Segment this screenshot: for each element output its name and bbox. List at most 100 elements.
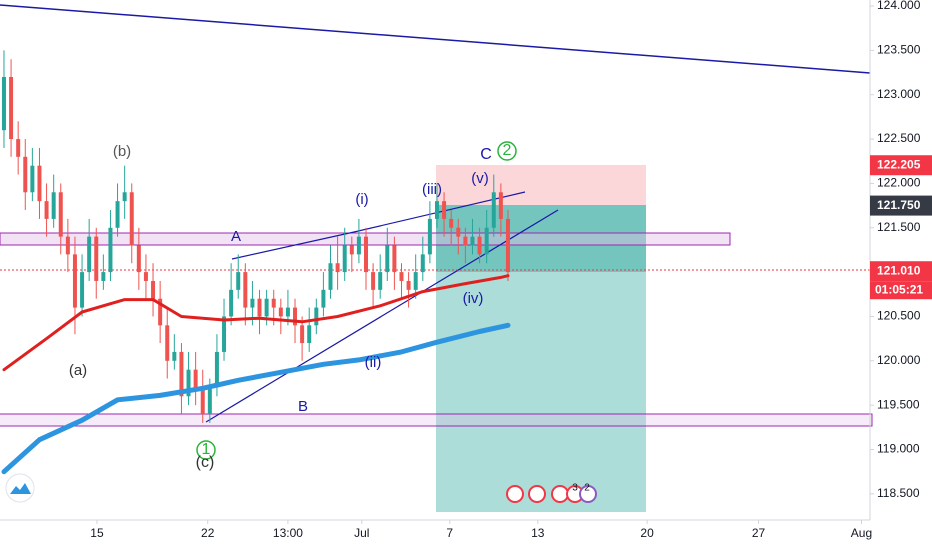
candle-body (72, 254, 77, 308)
candle-body (335, 263, 340, 273)
candle-body (243, 272, 248, 308)
candle-body (349, 245, 354, 255)
candle-body (51, 192, 56, 219)
candle-body (16, 139, 21, 157)
candle-body (456, 227, 461, 237)
candle-body (385, 245, 390, 273)
x-tick-label: 20 (640, 526, 654, 540)
event-badge: 3 (572, 483, 578, 494)
candle-body (413, 272, 418, 290)
x-tick-label: Jul (354, 526, 369, 540)
event-badge: 2 (584, 483, 590, 494)
y-tick-label: 119.000 (877, 442, 920, 456)
candle-body (200, 387, 205, 415)
candle-body (9, 76, 14, 140)
event-icon[interactable] (528, 485, 546, 503)
candle-body (449, 218, 454, 228)
candle-body (442, 201, 447, 219)
candle-body (364, 236, 369, 273)
wave-circle (196, 440, 216, 460)
marks (1, 50, 511, 475)
moving-average (1, 322, 511, 475)
candle-body (427, 218, 432, 255)
wave-label: B (298, 398, 308, 415)
wave-label: (b) (113, 143, 131, 160)
candle-body (328, 263, 333, 290)
candle-body (484, 227, 489, 255)
trend-line (353, 191, 526, 233)
price-label: 122.205 (877, 157, 921, 171)
candle-body (463, 236, 468, 246)
candle-body (214, 351, 219, 388)
moving-average (2, 274, 510, 372)
y-tick-label: 122.500 (877, 131, 921, 145)
x-tick-label: 15 (90, 526, 104, 540)
candle-body (30, 165, 35, 193)
y-tick-label: 120.500 (877, 309, 921, 323)
wave-label: 1 (202, 441, 211, 458)
wave-label: C (480, 146, 492, 163)
candle-body (498, 192, 503, 219)
target-zone-lower (436, 272, 646, 512)
event-icon[interactable] (506, 485, 524, 503)
candle-body (101, 272, 106, 281)
candle-body (236, 272, 241, 290)
candle-body (115, 201, 120, 228)
candle-body (23, 156, 28, 193)
candle-body (293, 307, 298, 326)
candle-body (264, 298, 269, 317)
candle-body (44, 201, 49, 219)
candle-body (1, 76, 6, 131)
y-tick-label: 118.500 (877, 486, 920, 500)
candle-body (278, 307, 283, 317)
candle-body (186, 369, 191, 397)
event-icons (506, 485, 597, 503)
y-tick-label: 123.000 (877, 87, 921, 101)
support-box (0, 413, 873, 427)
candle-body (58, 192, 63, 237)
wave-label: (iv) (463, 290, 484, 307)
candle-body (314, 307, 319, 326)
candle-body (342, 245, 347, 273)
candle-body (434, 201, 439, 219)
y-tick-label: 120.000 (877, 353, 921, 367)
candle-body (136, 245, 141, 273)
price-label-box (870, 261, 932, 282)
candle-body (158, 298, 163, 326)
candle-body (406, 280, 411, 290)
wave-label: (ii) (365, 354, 382, 371)
candle-body (257, 298, 262, 317)
candle-body (300, 325, 305, 344)
candle-body (392, 245, 397, 273)
wave-label: (i) (355, 191, 368, 208)
candle-body (108, 227, 113, 273)
wave-label: (c) (196, 454, 215, 471)
event-icon[interactable] (551, 485, 569, 503)
candle-body (470, 236, 475, 246)
price-label: 121.010 (877, 263, 921, 277)
x-tick-label: Aug (851, 526, 872, 540)
candle-body (378, 272, 383, 290)
candle-body (94, 236, 99, 281)
candle-body (229, 289, 234, 317)
countdown-box (870, 281, 932, 300)
candle-body (491, 192, 496, 228)
wave-label: (v) (471, 170, 489, 187)
candle-body (307, 325, 312, 344)
price-label-box (870, 195, 932, 216)
trend-line (205, 209, 559, 423)
candle-body (151, 280, 156, 299)
candle-body (271, 298, 276, 308)
candle-body (356, 236, 361, 255)
trend-line (0, 4, 871, 74)
candle-body (143, 272, 148, 281)
candle-body (122, 192, 127, 202)
event-icon[interactable] (579, 485, 597, 503)
candle-body (165, 325, 170, 361)
candle-body (193, 369, 198, 388)
candle-body (399, 272, 404, 281)
price-label-box (870, 155, 932, 176)
candle-body (65, 236, 70, 255)
